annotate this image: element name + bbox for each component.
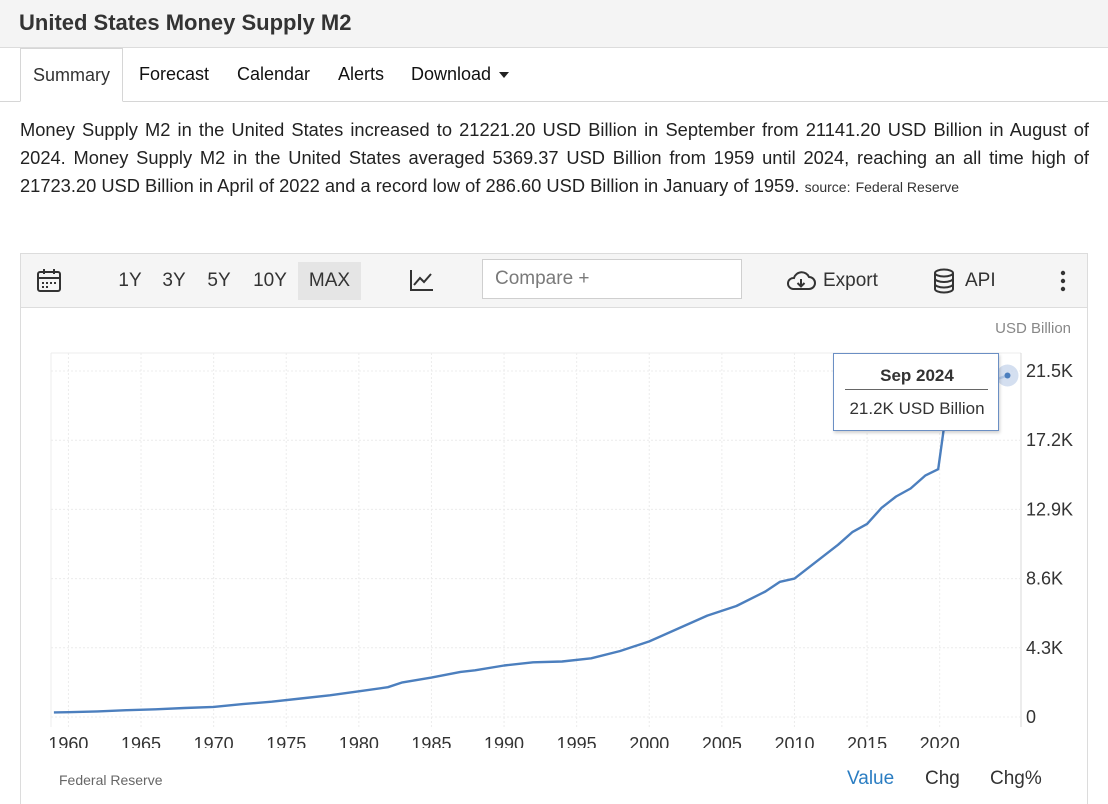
tab-forecast[interactable]: Forecast (139, 64, 210, 84)
y-tick-label: 8.6K (1026, 569, 1063, 589)
chart-toolbar: 1Y 3Y 5Y 10Y MAX Export API (21, 254, 1087, 308)
x-tick-label: 2000 (629, 734, 669, 748)
range-5y-button[interactable]: 5Y (207, 270, 231, 291)
source-label: source: (804, 179, 851, 195)
range-1y-button[interactable]: 1Y (118, 270, 142, 291)
api-label: API (965, 270, 996, 291)
range-10y-button[interactable]: 10Y (253, 270, 287, 291)
money-supply-line-chart: USD Billion 0 4.3K 8.6K 12.9K 17.2K 21.5K 1960 1… (48, 320, 1073, 748)
export-button[interactable]: Export (785, 262, 885, 300)
x-tick-label: 2015 (847, 734, 887, 748)
database-icon (934, 268, 954, 294)
range-max-button[interactable]: MAX (298, 262, 361, 300)
x-tick-label: 1960 (48, 734, 88, 748)
tab-download[interactable]: Download (411, 48, 510, 102)
description-text: Money Supply M2 in the United States inc… (20, 119, 1089, 196)
chart-card: 1Y 3Y 5Y 10Y MAX Export API (20, 253, 1088, 804)
calendar-icon[interactable] (33, 262, 65, 300)
description: Money Supply M2 in the United States inc… (20, 116, 1089, 201)
chg-percent-toggle[interactable]: Chg% (990, 768, 1042, 789)
value-toggle[interactable]: Value (847, 768, 895, 789)
export-label: Export (823, 270, 878, 291)
tooltip-date: Sep 2024 (880, 366, 954, 385)
source-name: Federal Reserve (855, 179, 960, 195)
x-tick-label: 1980 (339, 734, 379, 748)
x-tick-label: 2010 (774, 734, 814, 748)
cloud-download-icon (787, 271, 816, 290)
x-tick-label: 1990 (484, 734, 524, 748)
tooltip-value: 21.2K USD Billion (849, 399, 985, 418)
line-chart-icon[interactable] (407, 262, 437, 300)
y-tick-label: 12.9K (1026, 499, 1073, 519)
highlight-point[interactable] (1004, 372, 1011, 379)
page-title: United States Money Supply M2 (19, 10, 352, 35)
title-bar: United States Money Supply M2 (0, 0, 1108, 48)
x-tick-label: 1975 (266, 734, 306, 748)
y-unit-label: USD Billion (995, 320, 1071, 337)
caret-down-icon (499, 72, 510, 79)
series-line-m2 (53, 366, 1008, 714)
tab-download-label: Download (411, 64, 492, 84)
y-tick-label: 4.3K (1026, 638, 1063, 658)
range-3y-button[interactable]: 3Y (162, 270, 186, 291)
x-tick-label: 1995 (557, 734, 597, 748)
chg-toggle[interactable]: Chg (925, 768, 960, 789)
vertical-ellipsis-icon[interactable] (1053, 262, 1073, 300)
y-tick-label: 0 (1026, 707, 1036, 727)
x-tick-label: 1965 (121, 734, 161, 748)
x-tick-label: 1970 (194, 734, 234, 748)
tab-alerts[interactable]: Alerts (338, 64, 385, 84)
api-button[interactable]: API (933, 262, 1003, 300)
footer-source: Federal Reserve (59, 772, 163, 788)
compare-input[interactable] (482, 259, 742, 299)
tab-summary[interactable]: Summary (20, 48, 124, 102)
y-tick-label: 17.2K (1026, 430, 1073, 450)
x-tick-label: 2020 (920, 734, 960, 748)
tooltip-divider (845, 389, 988, 390)
x-tick-label: 2005 (702, 734, 742, 748)
tab-bar: Summary Forecast Calendar Alerts Downloa… (0, 48, 1108, 102)
x-tick-label: 1985 (411, 734, 451, 748)
y-tick-label: 21.5K (1026, 361, 1073, 381)
chart-tooltip: Sep 2024 21.2K USD Billion (833, 353, 999, 431)
tab-calendar[interactable]: Calendar (237, 64, 311, 84)
